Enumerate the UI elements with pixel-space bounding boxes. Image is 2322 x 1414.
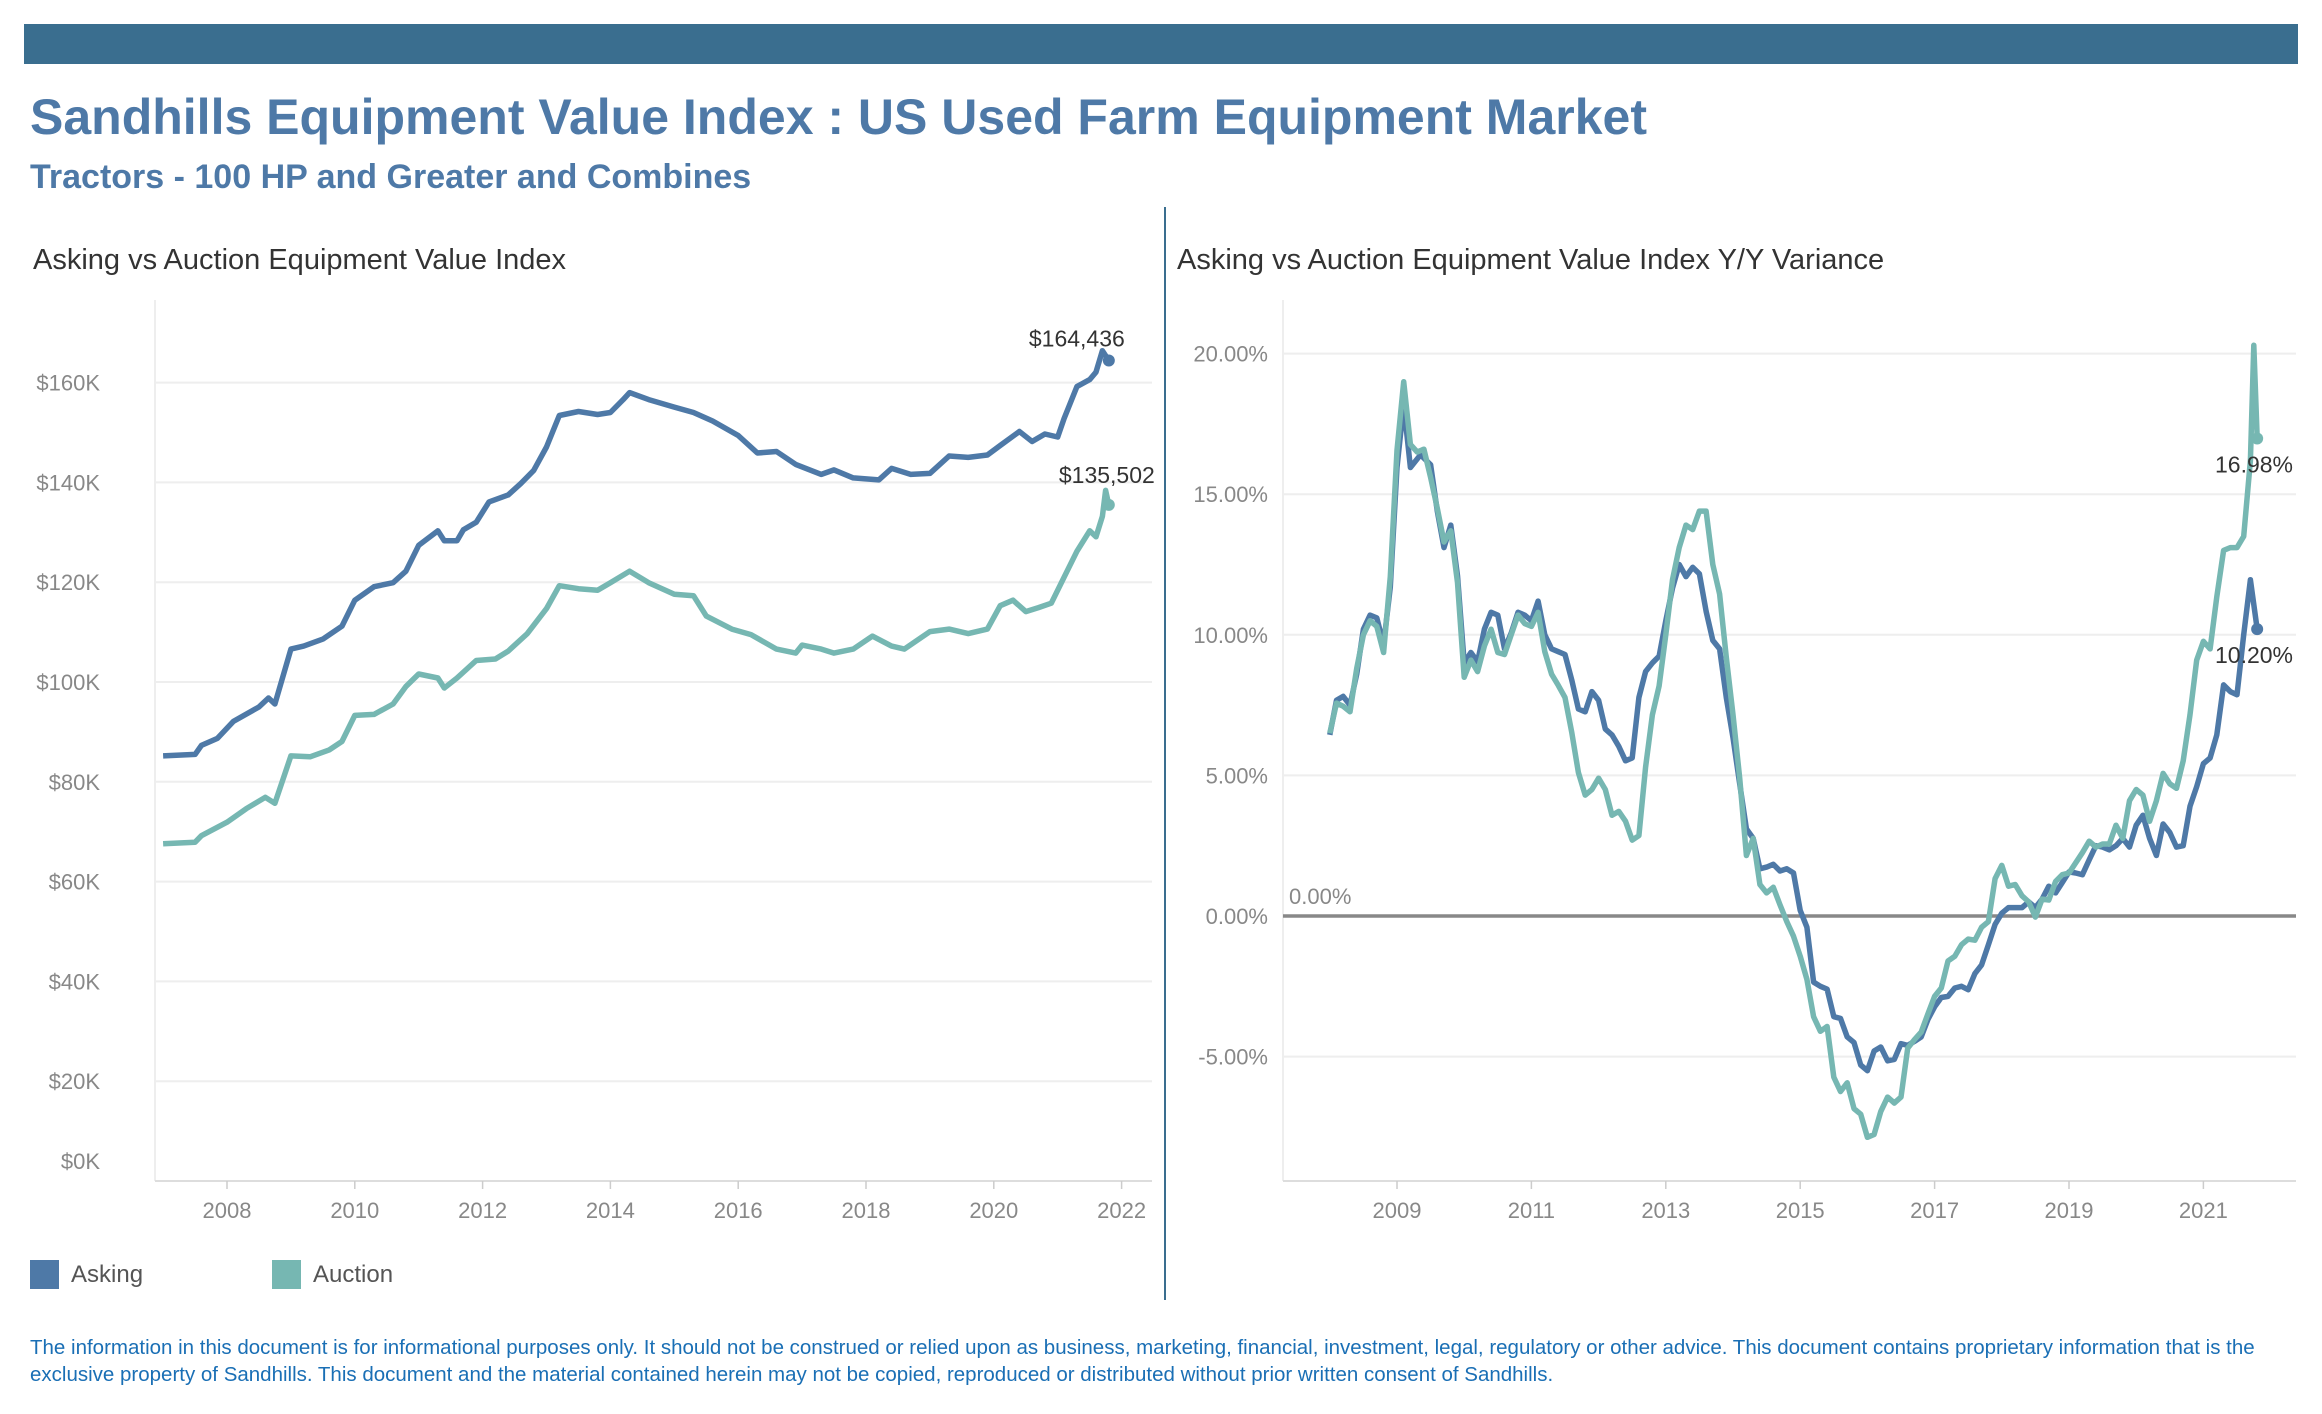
right-y-tick-label: 5.00%	[1206, 763, 1268, 788]
right-y-tick-label: 15.00%	[1193, 482, 1268, 507]
right-x-tick-label: 2019	[2045, 1198, 2094, 1223]
left-y-tick-label: $160K	[36, 371, 100, 396]
left-x-tick-label: 2008	[203, 1198, 252, 1223]
left-x-tick-label: 2010	[330, 1198, 379, 1223]
page-subtitle: Tractors - 100 HP and Greater and Combin…	[30, 158, 752, 196]
right-x-tick-label: 2013	[1641, 1198, 1690, 1223]
left-y-tick-label: $80K	[49, 770, 101, 795]
left-y-tick-label: $140K	[36, 470, 100, 495]
left-y-tick-label: $40K	[49, 969, 101, 994]
left-end-label-asking: $164,436	[1029, 325, 1125, 351]
right-end-label-auction: 16.98%	[2215, 452, 2293, 478]
right-y-tick-label: 0.00%	[1206, 904, 1268, 929]
right-end-label-asking: 10.20%	[2215, 642, 2293, 668]
right-y-tick-label: 10.00%	[1193, 623, 1268, 648]
left-x-tick-label: 2016	[714, 1198, 763, 1223]
right-series-line-asking	[1327, 401, 2260, 1074]
left-y-tick-label: $20K	[49, 1069, 101, 1094]
left-y-tick-label: $0K	[61, 1149, 100, 1174]
right-x-tick-label: 2017	[1910, 1198, 1959, 1223]
left-series-line-auction	[162, 487, 1112, 847]
right-x-tick-label: 2009	[1373, 1198, 1422, 1223]
left-end-marker-asking	[1102, 354, 1115, 367]
right-end-marker-asking	[2251, 623, 2264, 636]
legend-swatch-auction	[272, 1260, 301, 1289]
legend-label-asking: Asking	[71, 1260, 144, 1288]
left-y-tick-label: $120K	[36, 570, 100, 595]
left-series-line-asking	[162, 347, 1112, 759]
chart-divider	[1164, 207, 1166, 1300]
right-chart-title: Asking vs Auction Equipment Value Index …	[1177, 244, 1885, 276]
left-chart-title: Asking vs Auction Equipment Value Index	[33, 244, 567, 276]
left-end-label-auction: $135,502	[1059, 462, 1155, 488]
left-x-tick-label: 2014	[586, 1198, 635, 1223]
left-x-tick-label: 2020	[969, 1198, 1018, 1223]
legend-item-asking[interactable]: Asking	[30, 1260, 143, 1289]
legend-swatch-asking	[30, 1260, 59, 1289]
disclaimer-footer: The information in this document is for …	[30, 1336, 2255, 1386]
legend-item-auction[interactable]: Auction	[272, 1260, 393, 1289]
zero-reference-label: 0.00%	[1289, 884, 1351, 909]
header-bar	[24, 24, 2298, 64]
right-end-marker-auction	[2251, 432, 2264, 445]
left-y-tick-label: $100K	[36, 670, 100, 695]
left-x-tick-label: 2018	[842, 1198, 891, 1223]
right-series-line-auction	[1327, 342, 2260, 1141]
legend-label-auction: Auction	[313, 1260, 394, 1288]
right-x-tick-label: 2011	[1508, 1198, 1555, 1223]
page-title: Sandhills Equipment Value Index : US Use…	[30, 89, 1647, 145]
right-x-tick-label: 2015	[1776, 1198, 1825, 1223]
left-end-marker-auction	[1102, 498, 1115, 511]
right-y-tick-label: 20.00%	[1193, 342, 1268, 367]
left-x-tick-label: 2012	[458, 1198, 507, 1223]
left-x-tick-label: 2022	[1097, 1198, 1146, 1223]
right-x-tick-label: 2021	[2179, 1198, 2228, 1223]
right-y-tick-label: -5.00%	[1198, 1045, 1268, 1070]
left-y-tick-label: $60K	[49, 870, 101, 895]
